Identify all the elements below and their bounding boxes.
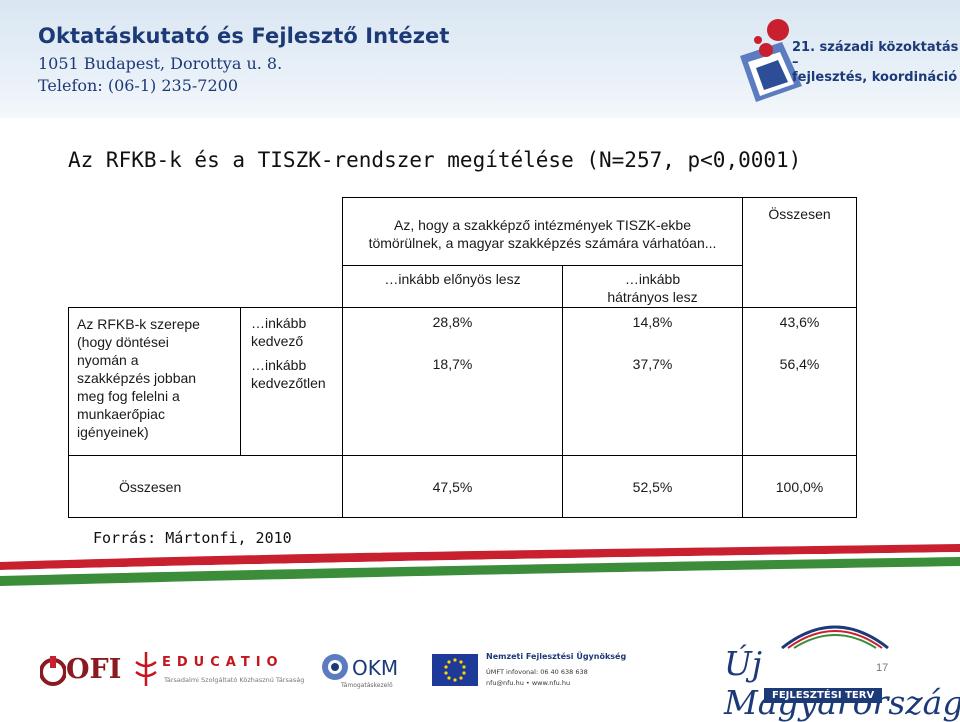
row-question-line: igényeinek)	[77, 424, 149, 440]
cell-value: 56,4%	[779, 356, 820, 372]
eu-flag-icon	[432, 654, 478, 686]
total-total: 100,0%	[742, 455, 858, 518]
institute-address: 1051 Budapest, Dorottya u. 8.	[38, 54, 283, 73]
cell-value: 37,7%	[632, 356, 673, 372]
cell-value: 43,6%	[779, 314, 820, 330]
header-band: Oktatáskutató és Fejlesztő Intézet 1051 …	[0, 0, 960, 118]
logo-21-century-icon	[740, 19, 802, 102]
educatio-logo-text: EDUCATIO	[162, 655, 284, 670]
institute-name: Oktatáskutató és Fejlesztő Intézet	[38, 24, 450, 48]
nfu-contact: nfu@nfu.hu • www.nfu.hu	[486, 679, 571, 687]
total-advantage: 47,5%	[342, 455, 563, 518]
educatio-logo-icon	[135, 652, 157, 686]
ofi-logo-text: OFI	[66, 654, 122, 685]
cell-value: 18,7%	[432, 356, 473, 372]
sub-unfavorable-line1: …inkább	[251, 357, 307, 373]
col-disadvantage-values: 14,8% 37,7%	[561, 307, 744, 456]
flag-swoosh-decoration	[0, 544, 960, 586]
header-advantage: …inkább előnyös lesz	[342, 265, 563, 308]
institute-phone: Telefon: (06-1) 235-7200	[38, 76, 238, 95]
educatio-subtitle: Társadalmi Szolgáltató Közhasznú Társasá…	[164, 676, 305, 684]
header-disadvantage: …inkább hátrányos lesz	[561, 265, 744, 308]
row-question: Az RFKB-k szerepe (hogy döntései nyomán …	[68, 307, 241, 456]
header-question-line1: Az, hogy a szakképző intézmények TISZK-e…	[394, 217, 691, 233]
sub-unfavorable: …inkább kedvezőtlen	[251, 356, 342, 392]
source-note: Forrás: Mártonfi, 2010	[93, 529, 292, 547]
footer-logos: OFI EDUCATIO Társadalmi Szolgáltató Közh…	[0, 612, 960, 722]
uj-magyarorszag-arch-icon	[781, 625, 889, 650]
row-question-line: szakképzés jobban	[77, 370, 197, 386]
uj-magyarorszag-logo-text: Új Magyarország	[724, 644, 960, 722]
row-question-line: Az RFKB-k szerepe	[77, 316, 200, 332]
row-question-line: nyomán a	[77, 352, 139, 368]
col-advantage-values: 28,8% 18,7%	[342, 307, 563, 456]
okm-subtitle: Támogatáskezelő	[341, 682, 393, 689]
cell-value: 28,8%	[432, 314, 473, 330]
header-disadvantage-line2: hátrányos lesz	[607, 289, 698, 305]
total-disadvantage: 52,5%	[561, 455, 744, 518]
fejlesztesi-terv-badge: FEJLESZTÉSI TERV	[764, 688, 883, 703]
sub-unfavorable-line2: kedvezőtlen	[251, 375, 326, 391]
row-question-line: munkaerőpiac	[77, 406, 165, 422]
row-question-line: (hogy döntései	[77, 334, 169, 350]
header-question: Az, hogy a szakképző intézmények TISZK-e…	[341, 197, 744, 266]
ofi-logo-icon	[40, 656, 66, 686]
nfu-title: Nemzeti Fejlesztési Ügynökség	[486, 652, 627, 661]
cell-value: 14,8%	[632, 314, 673, 330]
header-total: Összesen	[742, 197, 858, 308]
logo-text-line2: fejlesztés, koordináció	[792, 70, 958, 85]
sub-favorable-line2: kedvező	[251, 333, 304, 349]
header-question-line2: tömörülnek, a magyar szakképzés számára …	[368, 235, 717, 251]
row-subcategories: …inkább kedvező …inkább kedvezőtlen	[240, 307, 343, 456]
sub-favorable-line1: …inkább	[251, 315, 307, 331]
col-total-values: 43,6% 56,4%	[742, 307, 858, 456]
table-corner-empty	[69, 198, 343, 308]
okm-logo-icon	[322, 654, 348, 680]
total-row-label: Összesen	[68, 455, 343, 518]
slide-title: Az RFKB-k és a TISZK-rendszer megítélése…	[68, 148, 802, 172]
logo-text-line1: 21. századi közoktatás –	[792, 40, 959, 70]
page-number: 17	[876, 662, 889, 674]
header-disadvantage-line1: …inkább	[624, 271, 681, 287]
sub-favorable: …inkább kedvező	[251, 314, 342, 350]
okm-logo-text: OKM	[352, 656, 399, 680]
crosstab-table: Az, hogy a szakképző intézmények TISZK-e…	[68, 197, 858, 518]
nfu-infoline: ÚMFT infovonal: 06 40 638 638	[486, 668, 588, 676]
row-question-line: meg fog felelni a	[77, 388, 180, 404]
logo-21-century-text: 21. századi közoktatás – fejlesztés, koo…	[792, 40, 960, 85]
